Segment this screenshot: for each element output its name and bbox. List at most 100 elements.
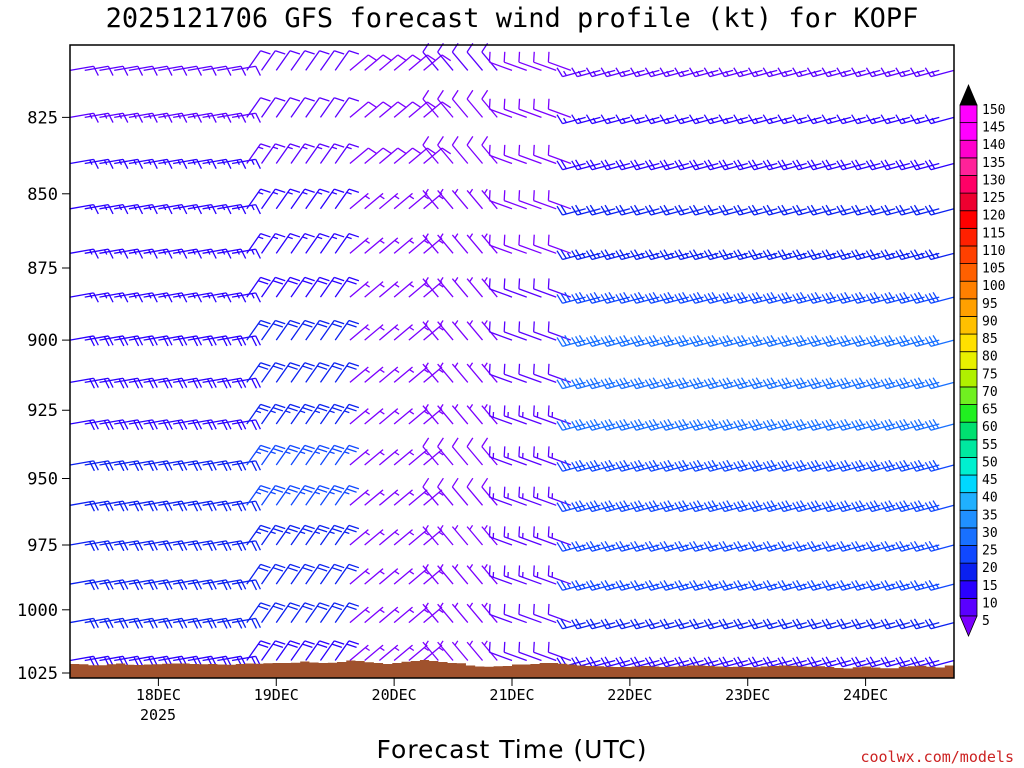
barb-half	[438, 283, 444, 288]
barb-full	[899, 249, 906, 259]
barb-half	[379, 609, 385, 614]
barb-full	[564, 377, 571, 387]
barb-full	[133, 420, 140, 431]
barb-full	[633, 293, 641, 303]
barb-full	[107, 248, 114, 259]
barb-full	[585, 114, 593, 124]
barb-half	[743, 583, 748, 589]
wind-barb	[488, 144, 513, 165]
barb-full	[192, 461, 199, 472]
barb-full	[663, 336, 671, 346]
wind-barb	[408, 54, 437, 71]
barb-full	[777, 337, 785, 347]
barb-full	[287, 447, 298, 453]
barb-half	[710, 117, 715, 123]
barb-full	[600, 379, 608, 389]
barb-full	[722, 419, 729, 430]
wind-barb	[275, 50, 301, 71]
barb-full	[107, 656, 114, 666]
wind-barb	[747, 249, 778, 261]
wind-barb	[806, 204, 837, 216]
barb-full	[608, 335, 615, 345]
barb-full	[240, 540, 247, 551]
barb-half	[754, 70, 759, 76]
barb-full	[836, 294, 843, 304]
barb-full	[272, 527, 284, 533]
wind-barb	[503, 98, 527, 118]
barb-full	[564, 291, 571, 302]
barb-full	[781, 656, 788, 667]
barb-full	[260, 444, 271, 450]
wind-barb	[880, 377, 910, 390]
barb-full	[272, 280, 284, 285]
colorbar-label: 105	[982, 262, 1005, 277]
barb-half	[454, 362, 459, 368]
barb-full	[437, 89, 444, 100]
barb-full	[289, 233, 301, 238]
barb-full	[899, 419, 906, 430]
barb-full	[258, 447, 269, 453]
wind-barb	[393, 281, 415, 298]
barb-full	[751, 580, 759, 590]
wind-barb	[334, 524, 360, 546]
barb-full	[275, 602, 286, 607]
wind-barb	[865, 335, 896, 347]
wind-barb	[305, 50, 330, 71]
barb-full	[762, 205, 770, 216]
barb-half	[758, 583, 763, 589]
barb-full	[924, 461, 932, 472]
barb-full	[177, 461, 184, 472]
wind-barb	[503, 486, 527, 506]
barb-half	[905, 252, 910, 258]
barb-full	[932, 459, 940, 470]
barb-full	[348, 276, 360, 282]
barb-full	[412, 147, 422, 155]
barb-half	[754, 117, 759, 123]
barb-full	[166, 500, 173, 511]
barb-staff	[518, 108, 542, 118]
barb-full	[865, 250, 873, 260]
barb-full	[851, 337, 858, 347]
barb-full	[747, 581, 755, 591]
barb-full	[422, 89, 430, 100]
barb-full	[913, 419, 921, 430]
barb-full	[585, 657, 593, 668]
barb-staff	[158, 65, 183, 72]
wind-barb	[275, 640, 301, 661]
barb-full	[604, 336, 612, 346]
wind-barb	[187, 460, 217, 472]
barb-half	[423, 531, 429, 536]
colorbar-label: 140	[982, 138, 1005, 153]
wind-barb	[910, 618, 940, 630]
barb-full	[814, 377, 822, 387]
barb-staff	[99, 377, 124, 384]
barb-half	[773, 544, 778, 550]
wind-barb	[733, 204, 763, 216]
barb-full	[593, 377, 601, 387]
barb-full	[122, 159, 129, 169]
wind-barb	[393, 449, 415, 466]
barb-full	[382, 101, 393, 109]
barb-full	[766, 618, 774, 629]
wind-barb	[895, 291, 925, 304]
barb-staff	[694, 464, 719, 472]
barb-full	[766, 249, 774, 259]
barb-full	[718, 114, 726, 124]
barb-full	[532, 641, 535, 653]
barb-full	[806, 461, 814, 472]
barb-full	[722, 618, 729, 629]
barb-full	[851, 541, 858, 552]
wind-barb	[585, 335, 616, 347]
barb-full	[682, 335, 689, 345]
barb-full	[821, 250, 829, 260]
wind-barb	[451, 277, 469, 298]
wind-barb	[158, 65, 188, 76]
wind-barb	[674, 249, 704, 261]
wind-barb	[231, 617, 261, 629]
barb-full	[317, 365, 328, 370]
wind-barb	[128, 335, 158, 347]
wind-barb	[437, 403, 454, 425]
barb-full	[585, 541, 593, 552]
barb-full	[825, 204, 833, 215]
